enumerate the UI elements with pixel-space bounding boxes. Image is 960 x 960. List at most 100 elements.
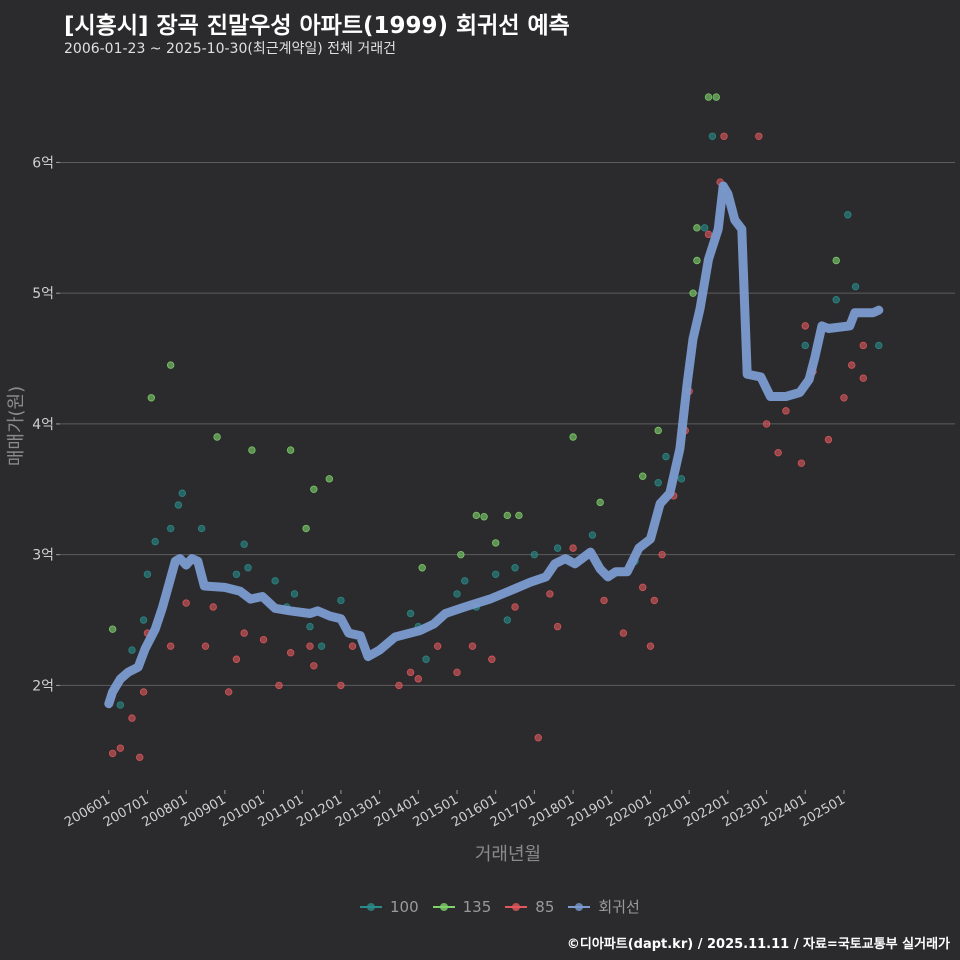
legend-item-regression: 회귀선 (568, 896, 640, 917)
scatter-point-85 (782, 407, 790, 415)
scatter-point-100 (553, 544, 562, 552)
scatter-point-100 (240, 540, 248, 548)
legend-label: 85 (535, 897, 555, 916)
scatter-point-135 (213, 433, 221, 441)
x-axis-label: 거래년월 (475, 844, 541, 865)
scatter-point-135 (712, 93, 720, 101)
legend-swatch-85 (505, 902, 528, 911)
scatter-point-85 (619, 629, 628, 637)
scatter-point-85 (286, 649, 295, 657)
scatter-point-85 (433, 642, 442, 650)
scatter-point-85 (847, 361, 856, 369)
y-tick-label: 2억 (32, 678, 54, 694)
legend-swatch-100 (360, 902, 382, 911)
scatter-point-85 (488, 655, 496, 663)
scatter-point-135 (248, 446, 256, 454)
legend-swatch-135 (432, 902, 455, 911)
scatter-point-85 (824, 435, 833, 444)
scatter-point-85 (774, 448, 782, 457)
scatter-point-100 (588, 531, 597, 539)
scatter-point-85 (658, 550, 666, 559)
scatter-point-135 (503, 511, 512, 520)
legend-item-85: 85 (505, 898, 554, 916)
scatter-point-85 (108, 749, 117, 758)
scatter-point-100 (244, 564, 252, 572)
scatter-point-85 (646, 642, 655, 650)
scatter-point-100 (851, 282, 860, 291)
scatter-point-100 (662, 452, 670, 461)
scatter-point-100 (143, 570, 152, 578)
y-axis-label: 매매가(원) (6, 386, 27, 466)
scatter-point-100 (271, 577, 279, 585)
scatter-point-85 (166, 642, 175, 650)
scatter-point-100 (317, 642, 326, 650)
scatter-point-100 (875, 341, 883, 350)
scatter-point-85 (116, 744, 125, 752)
scatter-point-100 (337, 596, 345, 605)
scatter-point-100 (406, 609, 415, 618)
scatter-point-85 (232, 655, 241, 663)
scatter-point-135 (472, 511, 481, 520)
scatter-point-100 (511, 564, 519, 572)
scatter-point-100 (844, 211, 852, 219)
scatter-point-100 (422, 655, 430, 663)
scatter-point-100 (197, 524, 206, 533)
scatter-point-85 (755, 132, 763, 140)
scatter-point-85 (762, 420, 771, 428)
scatter-point-100 (178, 489, 186, 497)
scatter-point-85 (128, 714, 136, 722)
scatter-point-85 (859, 341, 867, 350)
scatter-point-100 (461, 577, 469, 585)
scatter-point-135 (689, 289, 697, 297)
legend-item-100: 100 (360, 898, 419, 916)
scatter-point-85 (337, 681, 345, 690)
scatter-point-100 (654, 479, 662, 487)
scatter-point-100 (677, 475, 686, 483)
scatter-point-135 (325, 475, 334, 483)
scatter-point-85 (225, 688, 233, 696)
scatter-point-85 (259, 635, 268, 644)
chart-title: [시흥시] 장곡 진말우성 아파트(1999) 회귀선 예측 (64, 13, 570, 39)
scatter-point-135 (457, 550, 465, 559)
scatter-point-100 (832, 296, 840, 304)
scatter-point-135 (418, 564, 426, 572)
scatter-point-135 (569, 433, 577, 441)
scatter-point-100 (306, 622, 314, 631)
scatter-point-85 (240, 629, 248, 637)
scatter-point-135 (832, 256, 840, 265)
scatter-point-85 (182, 599, 190, 607)
legend-label: 135 (462, 897, 492, 916)
scatter-point-100 (174, 501, 183, 509)
scatter-point-85 (511, 603, 519, 611)
scatter-point-100 (491, 570, 500, 578)
scatter-point-85 (468, 642, 477, 650)
legend-label: 회귀선 (598, 898, 640, 916)
scatter-point-100 (151, 537, 159, 546)
scatter-point-100 (503, 616, 512, 624)
scatter-point-135 (693, 256, 701, 265)
source-credit: ©디아파트(dapt.kr) / 2025.11.11 / 자료=국토교통부 실… (566, 937, 950, 952)
scatter-point-135 (491, 539, 500, 547)
scatter-point-135 (639, 472, 647, 480)
scatter-point-100 (166, 524, 175, 533)
scatter-point-135 (480, 513, 488, 521)
scatter-point-135 (302, 524, 310, 533)
scatter-point-100 (128, 646, 136, 654)
scatter-point-85 (704, 230, 713, 239)
scatter-point-85 (406, 668, 415, 677)
legend-swatch-regression (568, 902, 591, 911)
scatter-point-100 (530, 550, 539, 559)
scatter-point-135 (108, 625, 117, 633)
scatter-point-85 (209, 603, 217, 611)
scatter-point-100 (139, 616, 148, 624)
scatter-point-100 (708, 132, 717, 140)
scatter-point-85 (553, 622, 562, 631)
scatter-point-85 (136, 753, 144, 762)
regression-line (104, 181, 884, 709)
scatter-point-100 (232, 570, 241, 578)
legend-label: 100 (390, 897, 419, 916)
scatter-point-85 (546, 590, 554, 598)
scatter-point-85 (453, 668, 461, 677)
scatter-point-85 (859, 374, 867, 382)
scatter-point-135 (286, 446, 295, 454)
